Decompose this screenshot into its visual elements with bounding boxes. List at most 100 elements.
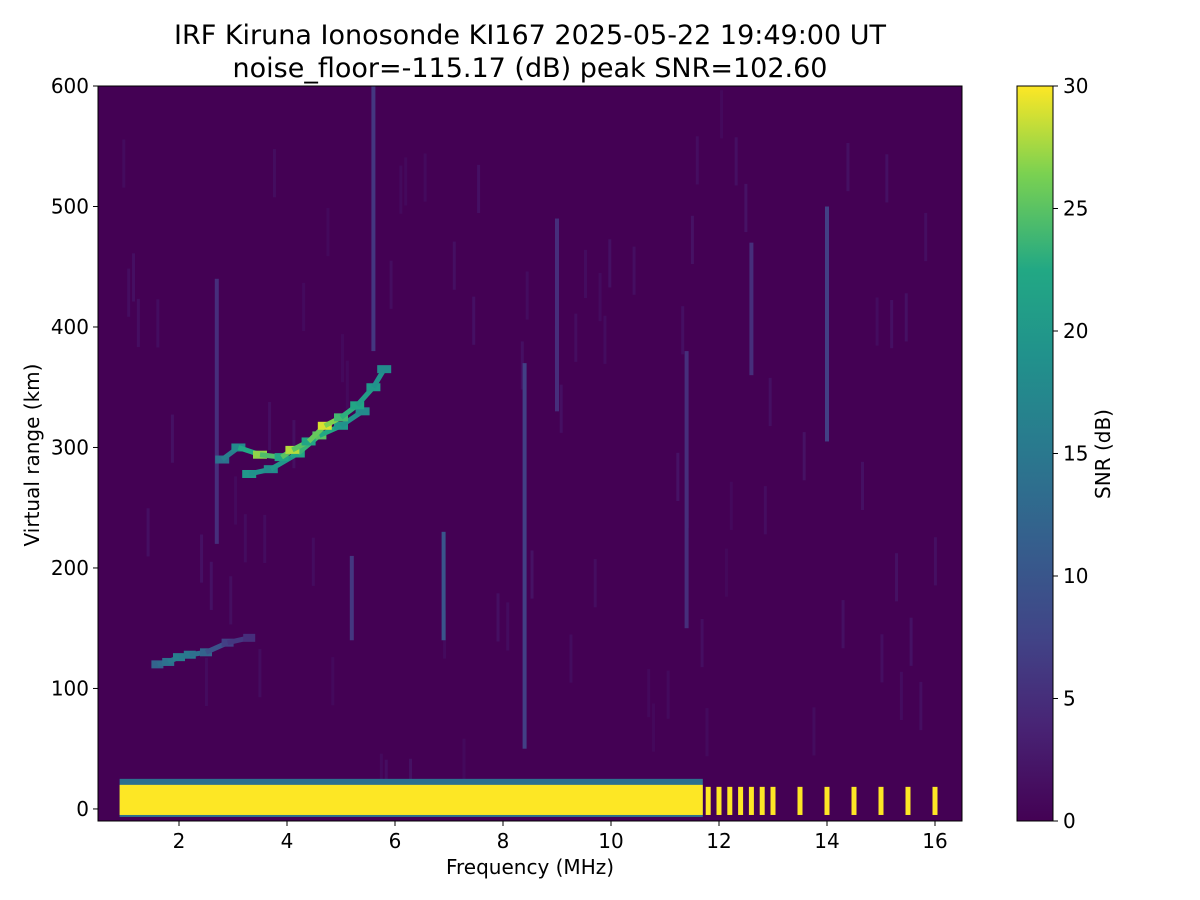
axes: 2 4 6 8 10 12 14 16 0 100 200 300 400 500 600 <box>51 74 963 853</box>
noise-streak <box>763 486 767 535</box>
ground-echo-bar <box>738 786 744 815</box>
noise-streak <box>904 293 908 342</box>
colorbar: 0 5 10 15 20 25 30 <box>1016 74 1088 833</box>
noise-streak <box>496 593 500 642</box>
x-tick-label: 8 <box>497 829 510 853</box>
noise-streak <box>598 272 602 322</box>
noise-streak <box>632 246 636 295</box>
x-tick-label: 4 <box>281 829 294 853</box>
colorbar-tick-label: 20 <box>1063 319 1088 343</box>
noise-streak <box>744 183 748 233</box>
noise-streak <box>292 420 296 469</box>
noise-streak <box>880 634 884 683</box>
noise-streak <box>652 703 656 752</box>
noise-streak <box>209 561 213 610</box>
ground-echo-bar <box>727 786 733 815</box>
interference-streak <box>825 206 829 442</box>
y-tick-label: 100 <box>51 676 89 700</box>
noise-streak <box>258 649 262 698</box>
noise-streak <box>170 414 174 463</box>
heatmap-background <box>98 86 962 821</box>
noise-streak <box>899 671 903 721</box>
ground-echo-bar <box>851 786 857 815</box>
x-tick-label: 14 <box>814 829 839 853</box>
noise-streak <box>895 553 899 602</box>
noise-streak <box>885 154 889 203</box>
noise-streak <box>477 164 481 214</box>
noise-streak <box>263 514 267 564</box>
noise-streak <box>681 306 685 355</box>
noise-streak <box>520 341 524 390</box>
noise-streak <box>243 514 247 563</box>
ground-echo-bar <box>824 786 830 815</box>
x-tick-label: 16 <box>922 829 947 853</box>
noise-streak <box>802 432 806 481</box>
noise-streak <box>690 215 694 264</box>
interference-streak <box>349 555 354 641</box>
noise-streak <box>234 476 238 525</box>
noise-streak <box>268 402 272 451</box>
interference-streak <box>749 242 754 376</box>
chart-title: IRF Kiruna Ionosonde KI167 2025-05-22 19… <box>174 20 887 51</box>
noise-streak <box>720 90 724 139</box>
e-layer-echo <box>243 633 256 642</box>
noise-streak <box>341 334 344 383</box>
noise-streak <box>559 384 563 433</box>
x-tick-label: 6 <box>389 829 402 853</box>
noise-streak <box>574 313 578 362</box>
noise-streak <box>729 481 733 530</box>
noise-streak <box>345 360 349 409</box>
noise-streak <box>122 139 126 188</box>
noise-streak <box>404 157 408 206</box>
x-axis-label: Frequency (MHz) <box>446 855 614 879</box>
noise-streak <box>812 707 816 756</box>
y-tick-label: 600 <box>51 74 89 98</box>
noise-streak <box>146 508 150 557</box>
y-tick-label: 500 <box>51 194 89 218</box>
noise-streak <box>909 617 913 666</box>
ground-echo-bar <box>748 786 754 815</box>
noise-streak <box>272 149 276 198</box>
y-tick-label: 0 <box>76 797 89 821</box>
noise-streak <box>132 253 136 302</box>
noise-streak <box>700 618 704 668</box>
noise-streak <box>846 142 850 192</box>
heatmap-cells <box>98 86 962 821</box>
colorbar-scale <box>1016 85 1054 822</box>
noise-streak <box>156 299 160 348</box>
noise-streak <box>569 634 573 683</box>
plot-area <box>98 86 962 821</box>
noise-streak <box>768 377 772 427</box>
y-tick-label: 200 <box>51 556 89 580</box>
ground-echo-bar <box>705 786 711 815</box>
ground-echo-bar <box>932 786 938 815</box>
noise-streak <box>229 576 233 625</box>
x-tick-label: 2 <box>173 829 186 853</box>
colorbar-tick-label: 5 <box>1063 687 1076 711</box>
x-tick-label: 12 <box>706 829 731 853</box>
f-layer-o-echo <box>377 365 392 374</box>
noise-streak <box>127 268 131 317</box>
interference-streak <box>371 86 376 352</box>
noise-streak <box>136 298 140 348</box>
interference-streak <box>441 531 446 641</box>
ground-echo-bar <box>878 786 884 815</box>
chart-subtitle: noise_floor=-115.17 (dB) peak SNR=102.60 <box>233 53 828 84</box>
noise-streak <box>389 260 393 309</box>
noise-streak <box>530 550 534 599</box>
y-axis-label: Virtual range (km) <box>20 364 44 547</box>
noise-streak <box>326 208 330 257</box>
colorbar-tick-label: 0 <box>1063 809 1076 833</box>
noise-streak <box>302 282 306 332</box>
noise-streak <box>861 461 865 511</box>
noise-streak <box>705 708 709 757</box>
ground-echo-bar <box>797 786 803 815</box>
noise-streak <box>841 600 845 649</box>
noise-streak <box>647 669 651 718</box>
y-tick-label: 300 <box>51 435 89 459</box>
x-tick-label: 10 <box>598 829 623 853</box>
noise-streak <box>919 681 923 731</box>
noise-streak <box>924 212 928 262</box>
colorbar-tick-label: 10 <box>1063 564 1088 588</box>
